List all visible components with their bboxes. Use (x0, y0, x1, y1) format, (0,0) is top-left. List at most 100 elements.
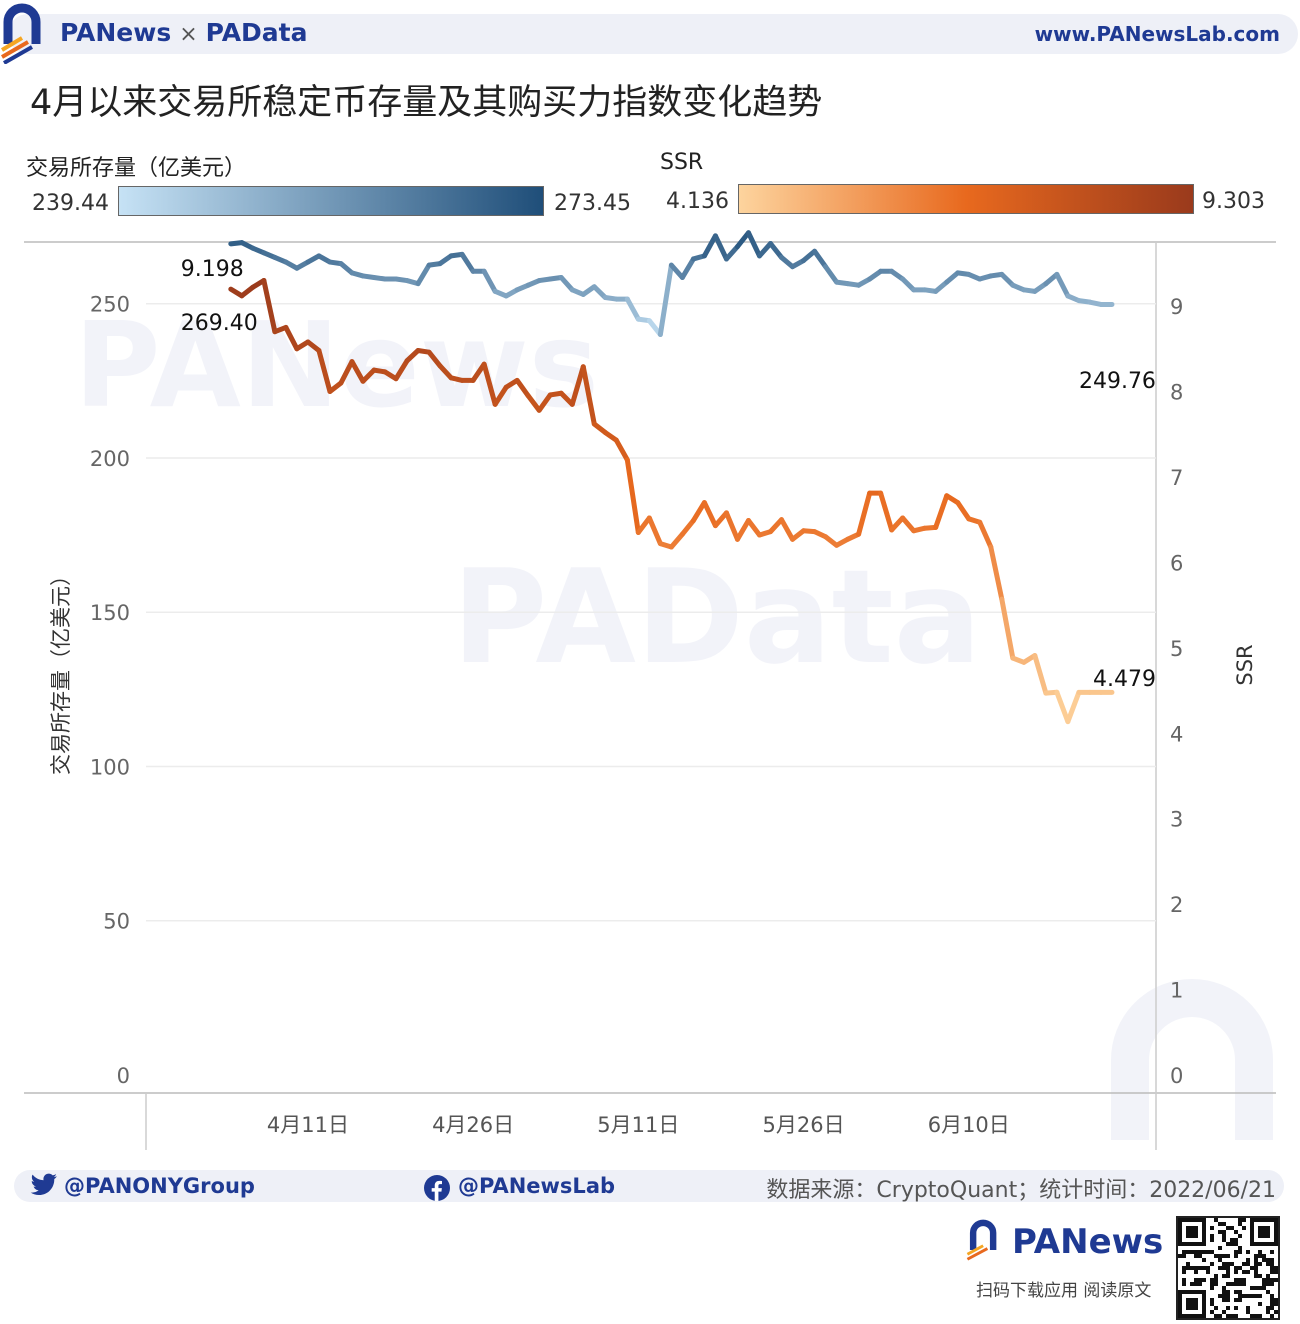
ssr-segment (481, 361, 498, 407)
ssr-segment (393, 358, 410, 382)
stock-segment (657, 262, 674, 338)
ssr-segment (514, 377, 531, 399)
ssr-segment (856, 490, 873, 537)
y2-tick-label: 5 (1170, 637, 1183, 661)
series-ssr (228, 277, 1115, 725)
stock-segment (999, 271, 1016, 288)
qr-code-icon[interactable] (1176, 1216, 1280, 1320)
x-tick-label: 4月11日 (267, 1113, 349, 1137)
watermark-logo-icon (1111, 979, 1273, 1140)
facebook-handle[interactable]: @PANewsLab (458, 1174, 616, 1198)
stock-segment (591, 284, 608, 301)
ssr-segment (1032, 653, 1049, 696)
y-tick-label: 50 (103, 910, 130, 934)
ssr-segment (768, 517, 785, 535)
ssr-segment (635, 515, 652, 535)
y2-tick-label: 6 (1170, 551, 1183, 575)
facebook-icon (424, 1175, 450, 1201)
y2-tick-label: 2 (1170, 893, 1183, 917)
y2-tick-label: 0 (1170, 1064, 1183, 1088)
stock-start-label: 269.40 (181, 311, 258, 336)
stock-segment (723, 244, 740, 262)
legend-stock-max: 273.45 (554, 191, 631, 216)
ssr-segment (349, 359, 366, 384)
stock-segment (668, 262, 685, 280)
brand-separator: × (179, 22, 198, 47)
ssr-segment (404, 348, 421, 364)
stock-segment (624, 296, 641, 322)
legend-stock-gradient (118, 186, 544, 216)
chart-area: PANews PAData 0 50 100 150 200 250 0 1 2 3 4 5 6 7 8 9 4月1… (24, 230, 1276, 1150)
ssr-segment (646, 515, 663, 547)
ssr-segment (613, 437, 630, 463)
ssr-segment (1054, 689, 1071, 725)
y2-tick-label: 1 (1170, 979, 1183, 1003)
watermark-panews: PANews (74, 296, 599, 434)
stock-segment (756, 241, 774, 259)
series-stock (228, 230, 1115, 338)
stock-segment (745, 230, 762, 259)
ssr-segment (426, 349, 443, 369)
y2-tick-label: 3 (1170, 808, 1183, 832)
ssr-segment (701, 500, 718, 529)
legend-ssr-gradient (738, 184, 1194, 214)
ssr-segment (624, 457, 641, 535)
stock-segment (768, 241, 785, 260)
footer-brand: PANews (1012, 1222, 1164, 1262)
footer-banner (14, 1170, 1284, 1202)
top-banner (8, 14, 1298, 54)
stock-segment (1054, 271, 1071, 299)
ssr-end-label: 4.479 (1093, 667, 1156, 692)
twitter-handle[interactable]: @PANONYGroup (64, 1174, 255, 1198)
stock-segment (734, 230, 751, 250)
website-link[interactable]: www.PANewsLab.com (1034, 22, 1280, 46)
ssr-segment (734, 518, 751, 542)
ssr-segment (536, 392, 553, 413)
ssr-segment (878, 490, 895, 533)
stock-end-label: 249.76 (1079, 369, 1156, 394)
y2-axis-title: SSR (1233, 644, 1257, 685)
ssr-segment (723, 510, 740, 542)
legend-ssr-min: 4.136 (666, 189, 729, 214)
legend-ssr-label: SSR (660, 150, 704, 175)
legend-ssr-max: 9.303 (1202, 189, 1265, 214)
data-source: 数据来源：CryptoQuant；统计时间：2022/06/21 (766, 1178, 1276, 1203)
y2-tick-label: 8 (1170, 381, 1183, 405)
x-tick-label: 4月26日 (432, 1113, 514, 1137)
ssr-segment (712, 510, 729, 529)
ssr-segment (437, 363, 454, 381)
x-tick-label: 5月11日 (597, 1113, 679, 1137)
legend-stock-min: 239.44 (32, 191, 109, 216)
footer-cta: 扫码下载应用 阅读原文 (976, 1281, 1152, 1301)
stock-segment (900, 276, 917, 293)
ssr-segment (360, 367, 377, 384)
ssr-segment (999, 596, 1016, 661)
ssr-segment (569, 364, 586, 407)
stock-segment (823, 264, 840, 285)
stock-segment (812, 248, 829, 270)
ssr-segment (316, 348, 333, 395)
ssr-segment (988, 544, 1005, 602)
panews-logo-icon (0, 3, 41, 64)
twitter-icon (30, 1173, 57, 1196)
ssr-segment (1065, 689, 1082, 725)
panews-footer-logo-icon (966, 1219, 997, 1261)
ssr-start-label: 9.198 (181, 257, 244, 282)
x-tick-label: 5月26日 (762, 1113, 844, 1137)
ssr-segment (745, 518, 762, 538)
y2-tick-label: 4 (1170, 722, 1183, 746)
y2-tick-label: 9 (1170, 295, 1183, 319)
ssr-segment (580, 364, 597, 427)
y-tick-label: 100 (90, 755, 130, 779)
brand-panews: PANews (60, 18, 172, 47)
ssr-segment (492, 384, 509, 407)
chart-title: 4月以来交易所稳定币存量及其购买力指数变化趋势 (30, 83, 823, 123)
ssr-segment (933, 493, 950, 530)
stock-segment (459, 251, 476, 274)
y-axis-title: 交易所存量（亿美元） (49, 565, 73, 775)
y-tick-label: 0 (117, 1064, 130, 1088)
y2-tick-label: 7 (1170, 466, 1183, 490)
ssr-segment (900, 515, 917, 534)
x-tick-label: 6月10日 (928, 1113, 1010, 1137)
ssr-segment (283, 324, 300, 352)
